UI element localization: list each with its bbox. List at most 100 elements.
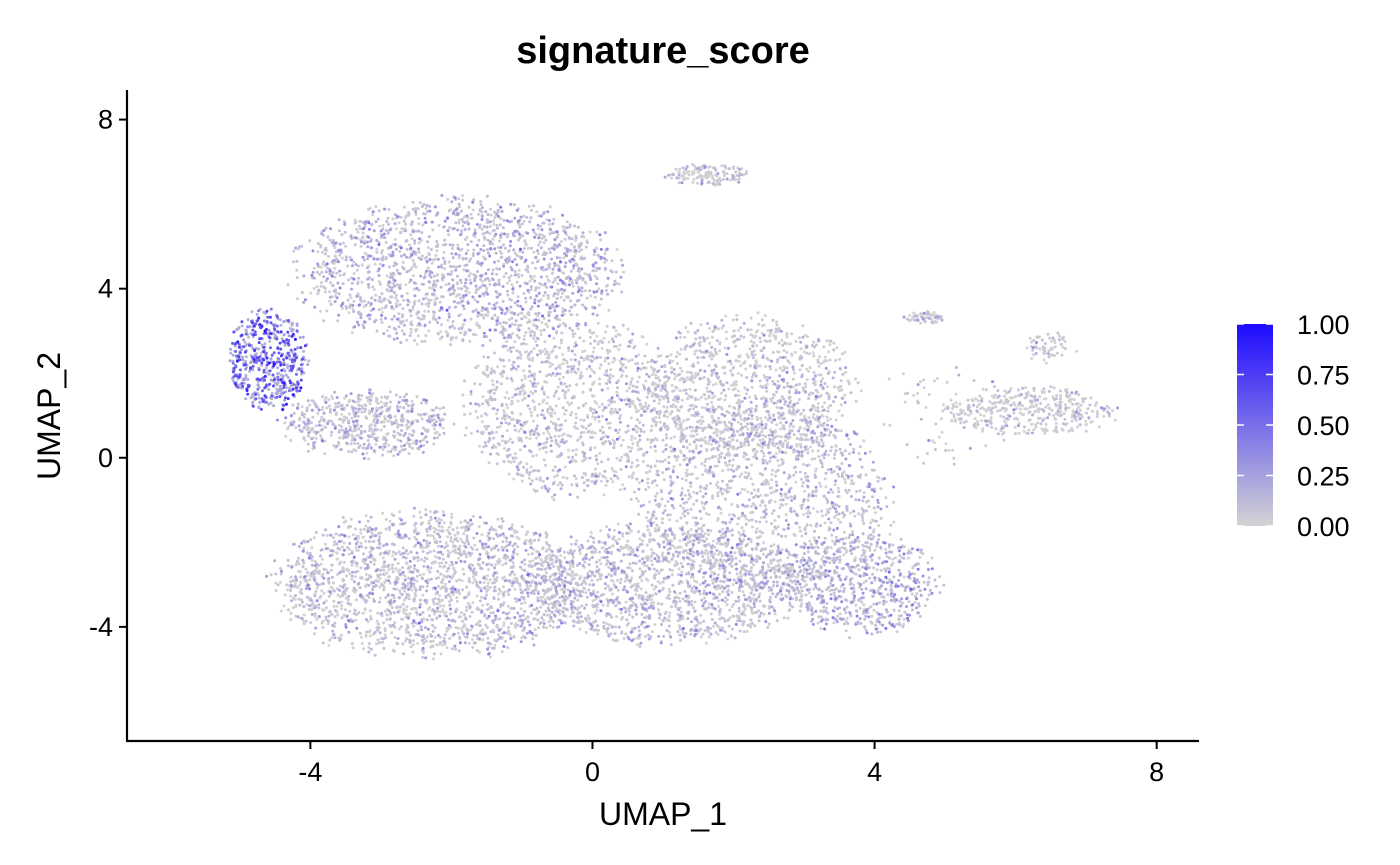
scatter-point	[562, 432, 566, 436]
scatter-point	[437, 524, 441, 528]
scatter-point	[763, 504, 767, 508]
scatter-point	[689, 567, 693, 571]
scatter-point	[601, 408, 605, 412]
scatter-point	[529, 288, 533, 292]
scatter-point	[631, 384, 635, 388]
scatter-point	[488, 586, 492, 589]
scatter-point	[458, 544, 462, 548]
scatter-point	[489, 213, 493, 217]
scatter-point	[342, 541, 346, 545]
scatter-point	[823, 563, 827, 567]
scatter-point	[805, 351, 809, 355]
scatter-point	[522, 315, 526, 319]
scatter-point	[450, 515, 454, 519]
scatter-point	[500, 416, 504, 420]
scatter-point	[932, 379, 936, 383]
scatter-point	[728, 440, 732, 444]
scatter-point	[655, 484, 659, 487]
scatter-point	[679, 561, 683, 565]
scatter-point	[414, 207, 418, 210]
scatter-point	[426, 266, 430, 270]
scatter-point	[612, 442, 616, 446]
scatter-point	[340, 306, 344, 310]
scatter-point	[792, 450, 796, 454]
scatter-point	[625, 553, 629, 557]
scatter-point	[994, 405, 998, 409]
scatter-point	[1008, 396, 1012, 400]
scatter-point	[678, 599, 682, 603]
scatter-point	[782, 368, 786, 372]
scatter-point	[490, 367, 494, 371]
scatter-point	[844, 550, 848, 554]
scatter-point	[720, 554, 724, 558]
scatter-point	[552, 336, 556, 340]
scatter-point	[1034, 409, 1038, 413]
scatter-point	[433, 431, 437, 435]
scatter-point	[350, 563, 354, 567]
scatter-point	[773, 500, 777, 504]
scatter-point	[427, 309, 431, 313]
scatter-point	[405, 292, 409, 295]
scatter-point	[764, 435, 767, 439]
scatter-point	[420, 340, 424, 343]
scatter-point	[925, 316, 928, 320]
scatter-point	[780, 338, 784, 342]
scatter-point	[524, 538, 528, 542]
scatter-point	[405, 637, 408, 641]
scatter-point	[514, 625, 517, 629]
scatter-point	[573, 573, 577, 577]
scatter-point	[292, 596, 296, 600]
scatter-point	[807, 369, 810, 373]
scatter-point	[798, 442, 802, 446]
scatter-point	[360, 410, 364, 414]
scatter-point	[391, 554, 395, 558]
scatter-point	[592, 253, 596, 257]
scatter-point	[593, 417, 597, 421]
scatter-point	[322, 591, 326, 595]
scatter-point	[814, 494, 818, 498]
scatter-point	[701, 632, 705, 636]
scatter-point	[595, 230, 599, 234]
scatter-point	[755, 450, 759, 454]
scatter-point	[603, 476, 607, 480]
scatter-point	[740, 514, 744, 518]
scatter-point	[784, 439, 787, 443]
scatter-point	[628, 613, 631, 617]
scatter-point	[925, 451, 929, 455]
scatter-point	[480, 414, 483, 418]
scatter-point	[1063, 403, 1067, 407]
scatter-point	[1075, 349, 1079, 353]
scatter-point	[1032, 428, 1036, 432]
scatter-point	[542, 398, 546, 402]
scatter-point	[644, 379, 648, 383]
scatter-point	[1063, 347, 1067, 351]
scatter-point	[1011, 396, 1015, 400]
scatter-point	[535, 436, 538, 440]
scatter-point	[768, 367, 772, 371]
scatter-point	[648, 469, 652, 473]
scatter-point	[808, 366, 812, 370]
scatter-point	[817, 364, 821, 368]
scatter-point	[545, 613, 549, 617]
scatter-point	[943, 407, 947, 411]
scatter-point	[439, 518, 443, 522]
scatter-point	[307, 434, 311, 438]
scatter-point	[836, 386, 840, 390]
scatter-point	[362, 647, 365, 651]
scatter-point	[582, 339, 586, 343]
scatter-point	[1044, 422, 1048, 426]
scatter-point	[643, 620, 647, 624]
scatter-point	[768, 334, 772, 338]
scatter-point	[469, 392, 473, 396]
scatter-point	[413, 591, 417, 595]
scatter-point	[438, 337, 442, 341]
scatter-point	[364, 539, 368, 543]
scatter-point	[630, 358, 634, 362]
scatter-point	[1095, 401, 1099, 405]
scatter-point	[499, 372, 503, 376]
scatter-point	[772, 490, 776, 494]
scatter-point	[731, 464, 735, 467]
scatter-point	[617, 537, 621, 541]
scatter-point	[593, 446, 597, 450]
scatter-point	[668, 590, 672, 594]
